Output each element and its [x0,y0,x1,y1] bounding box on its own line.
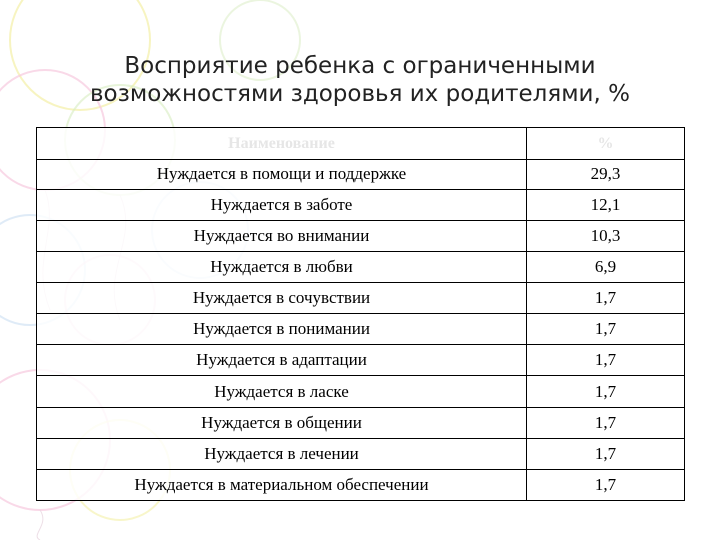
row-value: 1,7 [594,444,617,463]
row-name: Нуждается в общении [37,408,527,438]
table-row: Нуждается в сочувствии 1,7 [37,283,684,314]
row-value: 10,3 [590,226,621,245]
table-header-row: Наименование % [37,128,684,160]
table-row: Нуждается в материальном обеспечении 1,7 [37,470,684,500]
row-name: Нуждается в заботе [37,190,527,220]
slide-title-line-2: возможностями здоровья их родителями, % [90,81,630,107]
table-row: Нуждается в адаптации 1,7 [37,345,684,376]
balloon-outline [219,0,301,81]
balloon-string [36,509,44,540]
row-value: 29,3 [590,164,621,183]
header-value: % [597,134,614,152]
row-name: Нуждается в адаптации [37,345,527,375]
row-name: Нуждается во внимании [37,221,527,251]
row-value: 1,7 [594,288,617,307]
table-row: Нуждается в любви 6,9 [37,252,684,283]
slide-title: Восприятие ребенка с ограниченными возмо… [40,52,680,108]
table-row: Нуждается в понимании 1,7 [37,314,684,345]
row-value: 1,7 [594,413,617,432]
table-row: Нуждается в ласке 1,7 [37,376,684,408]
row-value: 6,9 [594,257,617,276]
row-name: Нуждается в сочувствии [37,283,527,313]
table-row: Нуждается в заботе 12,1 [37,190,684,221]
row-value: 1,7 [594,475,617,494]
table-row: Нуждается в помощи и поддержке 29,3 [37,159,684,190]
table-row: Нуждается в лечении 1,7 [37,439,684,470]
table-row: Нуждается в общении 1,7 [37,408,684,439]
row-name: Нуждается в материальном обеспечении [37,470,527,500]
row-name: Нуждается в ласке [37,376,527,407]
slide-title-line-1: Восприятие ребенка с ограниченными [124,53,596,79]
row-value: 12,1 [590,195,621,214]
data-table: Наименование % Нуждается в помощи и подд… [36,127,685,501]
row-value: 1,7 [594,381,617,401]
balloon-outline [9,0,151,111]
row-value: 1,7 [594,350,617,369]
row-value: 1,7 [594,319,617,338]
row-name: Нуждается в помощи и поддержке [37,159,527,189]
table-row: Нуждается во внимании 10,3 [37,221,684,252]
row-name: Нуждается в понимании [37,314,527,344]
row-name: Нуждается в любви [37,252,527,282]
row-name: Нуждается в лечении [37,439,527,469]
header-name: Наименование [37,128,527,159]
